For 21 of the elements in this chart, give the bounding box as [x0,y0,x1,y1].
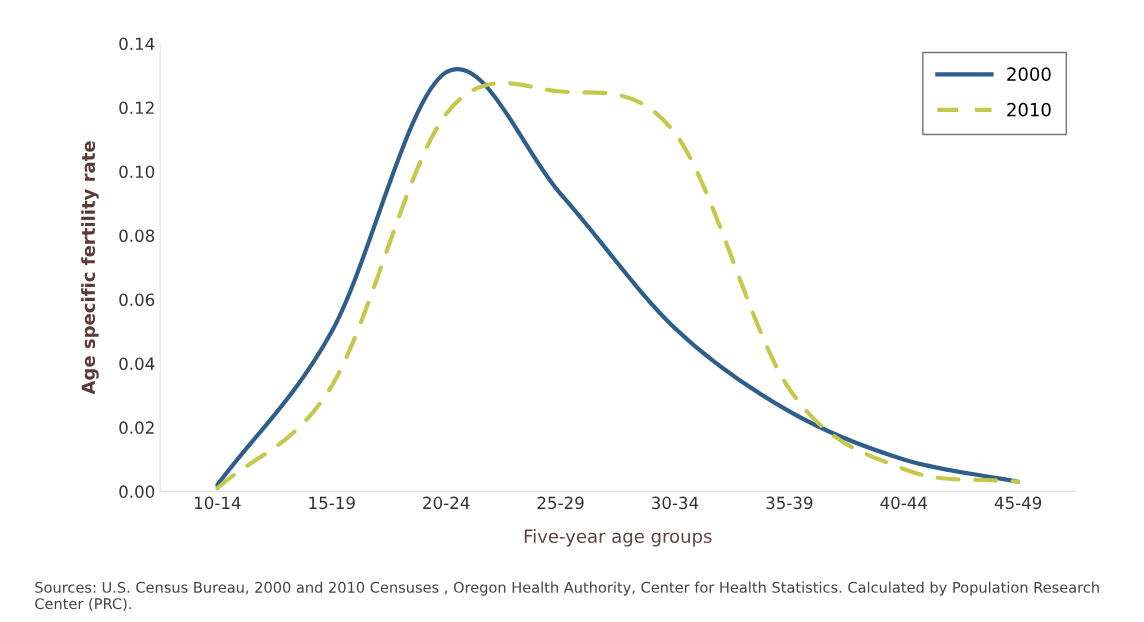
x-tick-label: 20-24 [423,496,470,510]
x-tick-label: 35-39 [766,496,813,510]
x-tick-label: 30-34 [652,496,699,510]
y-tick-label: 0.00 [119,485,155,498]
y-axis-title: Age specific fertility rate [81,141,99,395]
x-tick-label: 45-49 [994,496,1042,510]
x-axis-title: Five-year age groups [524,529,712,547]
x-tick-label: 15-19 [309,496,355,510]
source-note: Sources: U.S. Census Bureau, 2000 and 2010 Censuses , Oregon Health Authority, Center for Health Statistics. Calculated by Population Research Center (PRC). [35,581,1099,611]
x-tick-label: 10-14 [194,496,241,510]
y-tick-label: 0.02 [119,421,154,434]
x-tick-label: 25-29 [537,496,584,510]
y-tick-label: 0.08 [119,229,155,243]
y-tick-label: 0.10 [119,165,155,179]
y-tick-label: 0.12 [119,101,154,115]
y-tick-label: 0.14 [119,37,155,51]
x-tick-label: 40-44 [880,496,928,510]
y-tick-label: 0.04 [119,357,155,370]
legend-label: 2010 [1007,102,1051,117]
legend-label: 2000 [1007,67,1051,81]
y-tick-label: 0.06 [119,293,155,307]
